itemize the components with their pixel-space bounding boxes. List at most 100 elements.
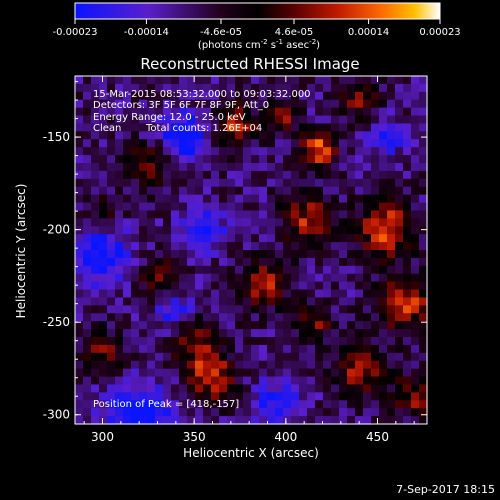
heatmap-cell	[363, 155, 372, 164]
heatmap-cell	[379, 226, 388, 235]
heatmap-cell	[123, 91, 132, 101]
heatmap-cell	[355, 170, 364, 180]
heatmap-cell	[91, 194, 100, 204]
heatmap-cell	[307, 123, 316, 132]
heatmap-cell	[355, 83, 364, 93]
heatmap-cell	[387, 281, 396, 291]
heatmap-cell	[395, 297, 404, 306]
heatmap-cell	[211, 155, 220, 164]
heatmap-cell	[195, 337, 204, 346]
heatmap-cell	[299, 115, 308, 125]
heatmap-cell	[283, 344, 292, 354]
heatmap-cell	[75, 91, 84, 101]
heatmap-cell	[371, 99, 380, 109]
heatmap-cell	[203, 265, 212, 275]
heatmap-cell	[339, 178, 348, 188]
heatmap-cell	[259, 163, 268, 172]
heatmap-cell	[347, 155, 356, 164]
heatmap-cell	[371, 218, 380, 227]
heatmap-cell	[171, 321, 180, 330]
heatmap-cell	[323, 400, 332, 409]
heatmap-cell	[227, 416, 236, 425]
heatmap-cell	[115, 297, 124, 306]
heatmap-cell	[243, 313, 252, 322]
heatmap-cell	[283, 273, 292, 283]
heatmap-cell	[355, 392, 364, 401]
heatmap-cell	[139, 194, 148, 204]
heatmap-cell	[123, 297, 132, 306]
heatmap-cell	[387, 131, 396, 140]
heatmap-cell	[123, 163, 132, 172]
heatmap-cell	[379, 337, 388, 346]
heatmap-cell	[187, 392, 196, 401]
heatmap-cell	[83, 194, 92, 204]
heatmap-cell	[307, 392, 316, 401]
heatmap-cell	[219, 329, 228, 338]
heatmap-cell	[331, 91, 340, 101]
heatmap-cell	[211, 400, 220, 409]
heatmap-cell	[419, 352, 428, 362]
heatmap-cell	[395, 265, 404, 275]
heatmap-cell	[219, 344, 228, 354]
heatmap-cell	[179, 218, 188, 227]
heatmap-cell	[155, 368, 164, 378]
heatmap-cell	[299, 305, 308, 314]
heatmap-cell	[395, 392, 404, 401]
heatmap-cell	[259, 178, 268, 188]
heatmap-cell	[195, 408, 204, 417]
heatmap-cell	[99, 305, 108, 314]
heatmap-cell	[267, 376, 276, 386]
heatmap-cell	[147, 99, 156, 109]
heatmap-cell	[371, 400, 380, 409]
heatmap-cell	[115, 163, 124, 172]
heatmap-cell	[403, 139, 412, 148]
heatmap-cell	[211, 147, 220, 156]
heatmap-cell	[211, 344, 220, 354]
heatmap-cell	[195, 210, 204, 219]
heatmap-cell	[395, 368, 404, 378]
heatmap-cell	[91, 170, 100, 180]
heatmap-cell	[307, 147, 316, 156]
heatmap-cell	[83, 178, 92, 188]
heatmap-cell	[195, 384, 204, 393]
heatmap-cell	[123, 131, 132, 140]
heatmap-cell	[395, 329, 404, 338]
heatmap-cell	[155, 400, 164, 409]
heatmap-cell	[267, 91, 276, 101]
heatmap-cell	[123, 265, 132, 275]
heatmap-cell	[363, 297, 372, 306]
heatmap-cell	[139, 202, 148, 212]
heatmap-cell	[91, 305, 100, 314]
heatmap-cell	[347, 273, 356, 283]
heatmap-cell	[83, 257, 92, 267]
heatmap-cell	[251, 76, 260, 85]
heatmap-cell	[139, 392, 148, 401]
heatmap-cell	[339, 139, 348, 148]
heatmap-cell	[123, 384, 132, 393]
heatmap-cell	[123, 408, 132, 417]
heatmap-cell	[387, 218, 396, 227]
colorbar-tick-label: -0.00023	[53, 27, 98, 38]
heatmap-cell	[291, 250, 300, 259]
heatmap-cell	[387, 297, 396, 306]
heatmap-cell	[203, 257, 212, 267]
heatmap-cell	[291, 91, 300, 101]
heatmap-cell	[371, 234, 380, 243]
heatmap-cell	[219, 289, 228, 299]
heatmap-cell	[179, 265, 188, 275]
heatmap-cell	[115, 281, 124, 291]
heatmap-cell	[331, 281, 340, 291]
heatmap-cell	[179, 337, 188, 346]
heatmap-cell	[115, 305, 124, 314]
heatmap-cell	[315, 368, 324, 378]
heatmap-cell	[115, 265, 124, 275]
heatmap-cell	[307, 337, 316, 346]
heatmap-cell	[323, 234, 332, 243]
heatmap-cell	[107, 210, 116, 219]
heatmap-cell	[275, 329, 284, 338]
heatmap-cell	[139, 178, 148, 188]
heatmap-cell	[403, 376, 412, 386]
heatmap-cell	[171, 99, 180, 109]
heatmap-cell	[283, 376, 292, 386]
heatmap-cell	[235, 91, 244, 101]
